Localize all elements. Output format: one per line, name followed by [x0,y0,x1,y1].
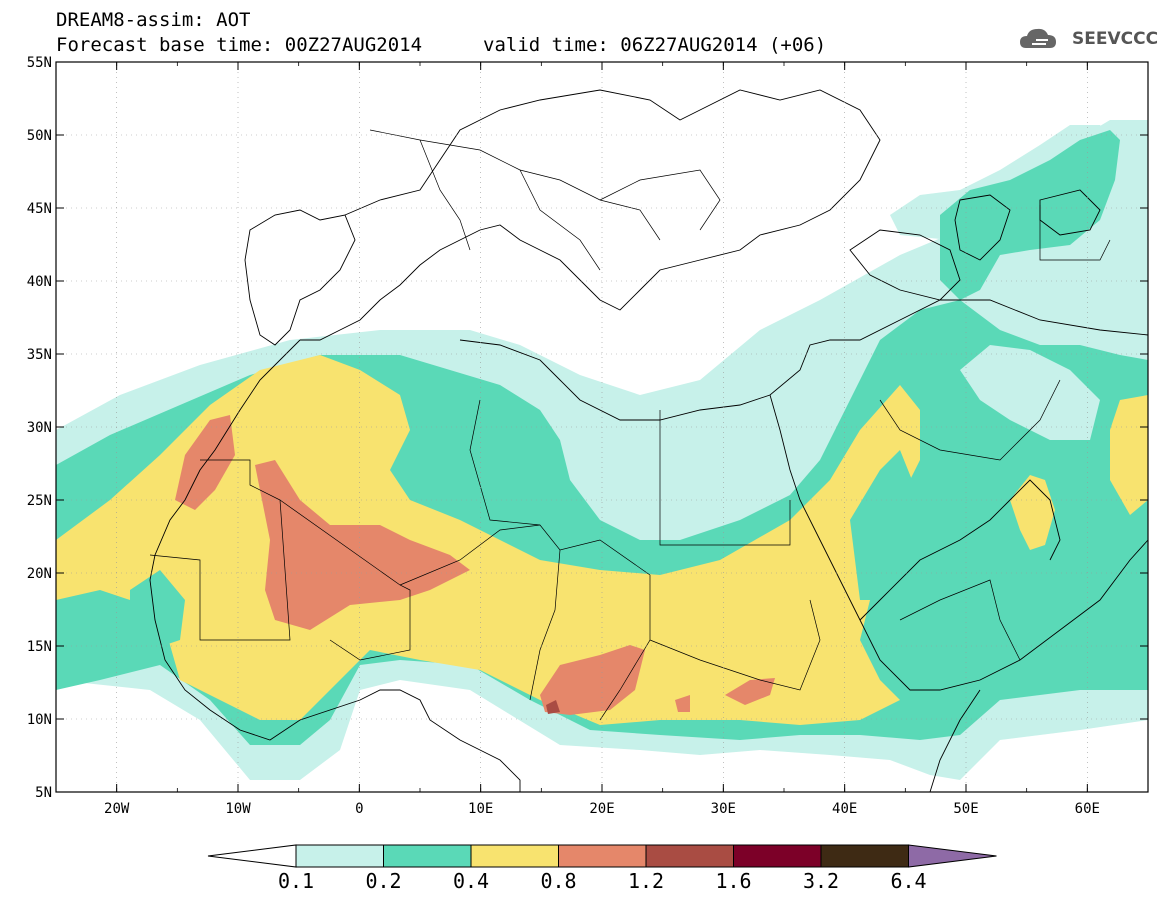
colorbar-segment [295,844,384,868]
aot-contour-0.8 [255,460,470,630]
latitude-label: 35N [27,347,52,363]
latitude-label: 5N [35,785,52,801]
latitude-label: 20N [27,566,52,582]
longitude-label: 50E [953,801,978,817]
latitude-label: 50N [27,128,52,144]
colorbar-label: 6.4 [890,869,927,893]
latitude-label: 10N [27,712,52,728]
aot-contour-0.8 [675,695,690,712]
map-title: DREAM8-assim: AOT [56,9,251,31]
colorbar-label: 0.4 [452,869,490,893]
aot-clear-area [580,400,770,505]
colorbar-segment [558,844,647,868]
longitude-labels: 20W 10W 0 10E 20E 30E 40E 50E 60E [104,801,1100,817]
axis-ticks [55,61,1149,793]
aot-contour-0.2 [130,570,185,650]
colorbar-label: 1.6 [715,869,752,893]
longitude-label: 10W [225,801,251,817]
colorbar-label: 0.2 [365,869,402,893]
longitude-label: 40E [832,801,857,817]
colorbar-segment [470,844,559,868]
latitude-label: 15N [27,639,52,655]
colorbar-label: 0.8 [540,869,577,893]
aot-clear-area [960,345,1100,440]
latitude-label: 30N [27,420,52,436]
longitude-label: 30E [711,801,736,817]
latitude-label: 45N [27,201,52,217]
aot-contour-0.8 [540,645,645,715]
longitude-label: 10E [468,801,493,817]
longitude-label: 20E [589,801,614,817]
logo-text: SEEVCCC [1072,29,1159,49]
colorbar-segment [383,844,472,868]
colorbar-label: 0.1 [277,869,315,893]
latitude-labels: 55N 50N 45N 40N 35N 30N 25N 20N 15N 10N 5N [27,55,52,801]
aot-contour-0.8 [175,415,235,510]
colorbar-segment [645,844,734,868]
longitude-label: 0 [355,801,363,817]
colorbar-label: 1.2 [627,869,665,893]
aot-contour-1.2 [546,700,560,714]
coastlines [149,89,1148,792]
latitude-label: 25N [27,493,52,509]
aot-contour-0.4 [56,355,920,725]
colorbar [207,844,997,868]
graticule [56,62,1148,792]
colorbar-above-triangle [908,844,997,868]
colorbar-label: 3.2 [802,869,840,893]
forecast-base-time: Forecast base time: 00Z27AUG2014 [56,34,423,56]
colorbar-segment [820,844,909,868]
aot-contour-0.8 [725,678,775,705]
colorbar-segment [733,844,822,868]
aot-contour-0.2 [940,130,1120,300]
country-borders [149,129,1111,721]
latitude-label: 55N [27,55,52,71]
aot-contour-0.2 [850,450,920,600]
valid-time: valid time: 06Z27AUG2014 (+06) [483,34,827,56]
cloud-icon [1020,28,1056,48]
longitude-label: 20W [104,801,130,817]
colorbar-below-triangle [207,844,297,868]
latitude-label: 40N [27,274,52,290]
longitude-label: 60E [1075,801,1100,817]
aot-contour-0.4 [1110,395,1148,515]
